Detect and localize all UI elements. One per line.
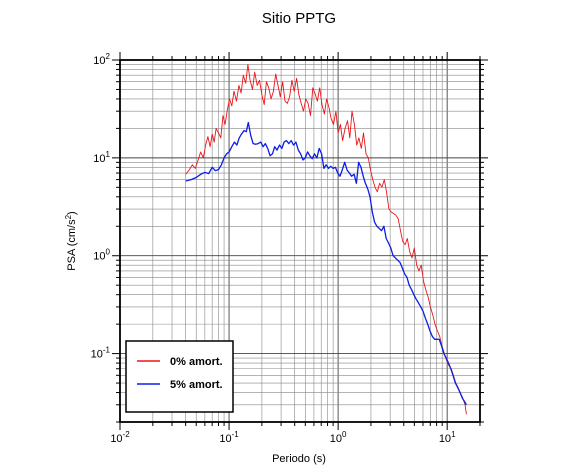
y-axis-label-sup: 2 <box>64 214 73 219</box>
legend-label-0: 0% amort. <box>170 356 223 368</box>
legend-box <box>125 340 234 413</box>
plot-frame <box>119 59 481 423</box>
legend-label-1: 5% amort. <box>170 379 223 391</box>
y-tick-label-exp: 0 <box>106 248 111 257</box>
x-tick-label-base: 10 <box>110 433 122 445</box>
y-tick-label-exp: 1 <box>106 150 111 159</box>
y-tick-label: 10-1 <box>91 346 111 361</box>
y-tick-label-base: 10 <box>93 55 105 67</box>
y-tick-label-base: 10 <box>93 153 105 165</box>
y-tick-label: 101 <box>93 150 110 165</box>
grid <box>119 59 481 423</box>
chart-title: Sitio PPTG <box>262 10 336 27</box>
x-tick-label: 100 <box>330 430 347 445</box>
x-axis-label: Periodo (s) <box>272 453 326 465</box>
y-tick-label-base: 10 <box>91 349 103 361</box>
x-tick-label: 10-2 <box>110 430 130 445</box>
series-line-0 <box>185 64 467 415</box>
x-tick-label: 10-1 <box>219 430 239 445</box>
y-axis-label: PSA (cm/s2) <box>64 211 78 270</box>
x-tick-label-exp: 1 <box>451 430 456 439</box>
x-tick-label-exp: 0 <box>342 430 347 439</box>
y-axis-label-main: PSA (cm/s <box>66 219 78 271</box>
x-tick-label-exp: -1 <box>232 430 240 439</box>
y-tick-label-base: 10 <box>93 251 105 263</box>
y-tick-label: 100 <box>93 248 110 263</box>
x-tick-label: 101 <box>439 430 456 445</box>
y-tick-label: 102 <box>93 52 110 67</box>
ticks <box>112 52 488 430</box>
x-tick-label-base: 10 <box>219 433 231 445</box>
y-tick-label-exp: -1 <box>103 346 111 355</box>
x-tick-label-base: 10 <box>330 433 342 445</box>
y-axis-label-end: ) <box>66 211 78 215</box>
legend: 0% amort. 5% amort. <box>125 340 234 413</box>
y-tick-label-exp: 2 <box>106 52 111 61</box>
series-layer <box>185 64 467 415</box>
x-tick-label-base: 10 <box>439 433 451 445</box>
series-line-1 <box>185 121 467 406</box>
x-tick-label-exp: -2 <box>123 430 131 439</box>
